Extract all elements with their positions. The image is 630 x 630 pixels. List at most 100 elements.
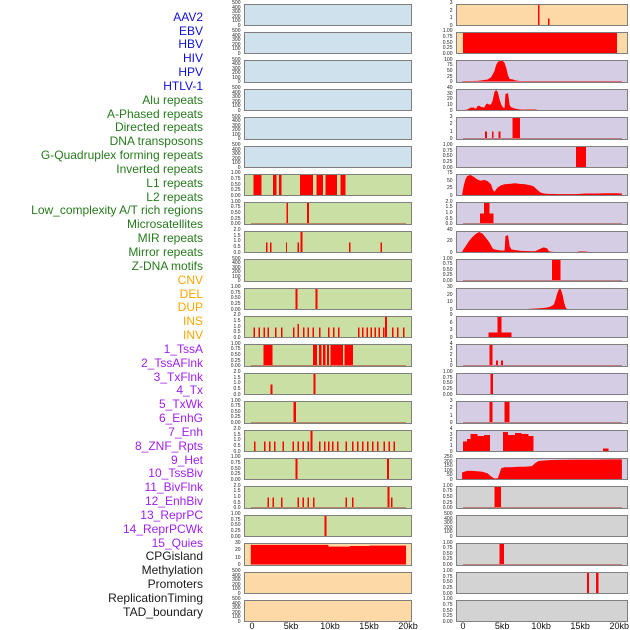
y-tick-label: 400 [232, 600, 241, 607]
y-tick-label: 0.0 [233, 505, 241, 512]
track-label-2-tssaflnk: 2_TssAFlnk [140, 355, 203, 370]
y-tick-label: 0.5 [233, 442, 241, 449]
track-plot-l1-repeats [243, 344, 412, 367]
track-label-z-dna-motifs: Z-DNA motifs [131, 258, 203, 273]
y-tick-label: 0.75 [230, 289, 241, 296]
y-tick-label: 25 [446, 185, 453, 192]
y-tick-label: 0.25 [442, 158, 453, 165]
y-tick-label: 1.0 [233, 238, 241, 245]
y-tick-label: 20 [446, 96, 453, 103]
y-tick-label: 10 [446, 299, 453, 305]
y-tick-label: 4 [449, 426, 453, 432]
y-tick-label: 1.5 [233, 488, 241, 495]
y-tick-label: 1.0 [233, 323, 241, 330]
y-tick-label: 0.25 [230, 187, 241, 194]
y-tick-label: 0.00 [230, 192, 241, 199]
y-tick-label: 3 [449, 397, 453, 404]
y-tick-label: 0.75 [230, 403, 241, 410]
y-tick-label: 400 [232, 61, 241, 68]
track-label-1-tssa: 1_TssA [163, 341, 203, 356]
track-label-alu-repeats: Alu repeats [142, 92, 203, 107]
y-tick-label: 0.00 [442, 505, 453, 512]
y-tick-label: 1.00 [230, 284, 241, 290]
y-tick-label: 0.0 [233, 448, 241, 455]
y-tick-label: 400 [232, 89, 241, 96]
track-label-tad-boundary: TAD_boundary [123, 604, 203, 619]
y-tick-label: 1.5 [445, 204, 453, 211]
y-tick-label: 0.00 [230, 476, 241, 483]
y-tick-label: 200 [232, 155, 241, 162]
y-tick-label: 0 [237, 79, 241, 86]
y-tick-label: 3 [449, 113, 453, 120]
x-axis-tick-left: 0 [249, 621, 255, 630]
y-tick-label: 20 [234, 547, 241, 554]
y-tick-label: 200 [444, 524, 453, 531]
y-tick-label: 0 [237, 107, 241, 114]
x-axis-tick-right: 10kb [531, 621, 551, 630]
y-tick-label: 2 [449, 121, 453, 128]
x-axis-tick-right: 0 [460, 621, 466, 630]
y-tick-label: 300 [444, 520, 453, 527]
track-plot-13-reprpc [455, 401, 628, 424]
y-tick-label: 0.0 [233, 249, 241, 256]
y-tick-label: 0.75 [230, 204, 241, 211]
y-tick-label: 0.50 [442, 550, 453, 557]
y-tick-label: 300 [232, 605, 241, 612]
y-tick-label: 2.0 [233, 227, 241, 234]
track-label-l2-repeats: L2 repeats [146, 189, 203, 204]
y-tick-label: 100 [232, 160, 241, 166]
y-tick-label: 200 [232, 127, 241, 134]
y-tick-label: 300 [232, 122, 241, 129]
track-plot-g-quadruplex-forming-repeats [243, 287, 412, 310]
y-tick-label: 0 [449, 476, 453, 483]
track-label-cpgisland: CPGisland [145, 549, 203, 564]
y-tick-label: 40 [446, 227, 453, 234]
y-tick-label: 0 [449, 420, 453, 427]
y-tick-label: 0.50 [442, 607, 453, 614]
track-label-7-enh: 7_Enh [168, 424, 203, 439]
y-tick-label: 20 [446, 291, 453, 298]
y-tick-label: 0.0 [445, 221, 453, 228]
y-tick-label: 0.50 [442, 579, 453, 586]
y-tick-label: 1 [449, 442, 453, 449]
y-tick-label: 100 [444, 56, 453, 63]
y-tick-label: 400 [444, 515, 453, 522]
y-tick-label: 0.5 [233, 244, 241, 251]
track-plot-14-reprpcwk [455, 429, 628, 452]
x-axis-tick-right: 5kb [494, 621, 510, 630]
y-tick-label: 0.25 [230, 300, 241, 307]
track-plot-dna-transposons [243, 259, 412, 282]
y-tick-label: 0.00 [230, 363, 241, 370]
y-tick-label: 0 [237, 22, 241, 29]
y-tick-label: 0.25 [442, 45, 453, 52]
y-tick-label: 9 [449, 312, 453, 319]
y-tick-label: 1.00 [230, 198, 241, 205]
y-tick-label: 0.25 [442, 272, 453, 279]
track-plot-15-quies [455, 457, 628, 481]
y-tick-label: 1.00 [442, 568, 453, 574]
y-tick-label: 50 [446, 68, 453, 75]
y-tick-label: 1.00 [230, 340, 241, 347]
y-tick-label: 25 [446, 73, 453, 80]
y-tick-label: 0.00 [230, 221, 241, 228]
y-tick-label: 0.75 [442, 261, 453, 268]
track-plot-microsatellites [243, 429, 412, 452]
y-tick-label: 400 [232, 4, 241, 11]
y-tick-label: 0.25 [230, 471, 241, 478]
y-tick-label: 0.75 [442, 545, 453, 552]
y-tick-label: 0.25 [442, 584, 453, 591]
y-tick-label: 2 [449, 437, 453, 444]
y-tick-label: 0 [449, 107, 453, 114]
y-tick-label: 500 [444, 511, 453, 518]
y-tick-label: 1.0 [445, 210, 453, 217]
track-label-ins: INS [182, 314, 203, 329]
y-tick-label: 30 [234, 539, 241, 546]
x-axis-tick-left: 10kb [320, 621, 340, 630]
y-tick-label: 1 [449, 15, 453, 21]
y-tick-label: 0 [449, 22, 453, 29]
y-tick-label: 75 [446, 170, 453, 177]
track-plot-tad-boundary [455, 599, 628, 623]
y-tick-label: 0 [449, 79, 453, 86]
y-tick-label: 10 [446, 102, 453, 109]
track-label-htlv-1: HTLV-1 [163, 78, 203, 93]
